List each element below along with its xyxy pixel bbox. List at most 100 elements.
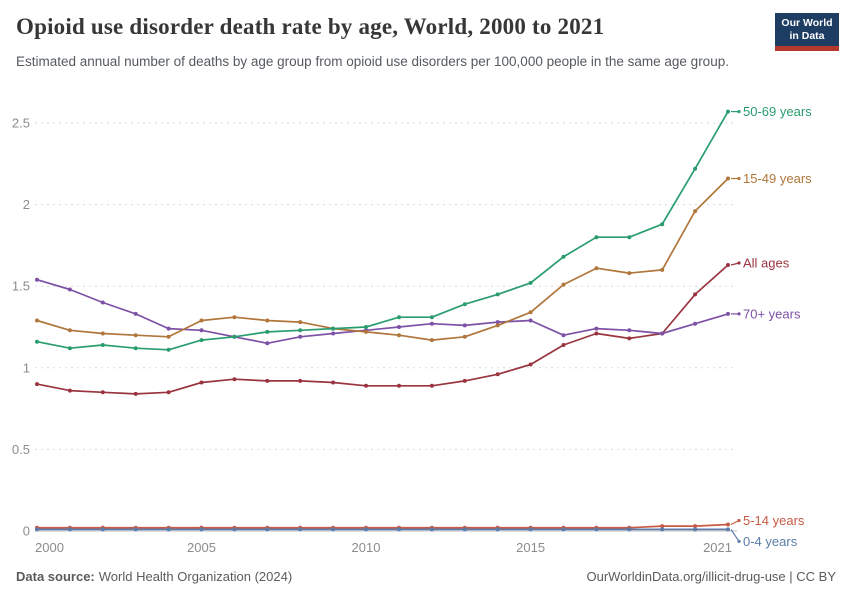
series-point-50-69-years-2001 [67,346,72,351]
series-point-all-ages-2004 [166,390,171,395]
series-point-all-ages-2002 [100,390,105,395]
series-line-all-ages [36,264,729,395]
series-point-0-4-years-2018 [627,527,632,532]
series-point-0-4-years-2014 [495,527,500,532]
series-point-70-years-2014 [495,320,500,325]
x-tick-2010: 2010 [352,540,381,555]
series-point-all-ages-2018 [627,336,632,341]
series-point-70-years-2012 [429,321,434,326]
series-point-50-69-years-2016 [561,254,566,259]
series-point-70-years-2005 [199,328,204,333]
series-point-70-years-2008 [298,334,303,339]
series-point-70-years-2007 [265,341,270,346]
series-point-50-69-years-2019 [660,222,665,227]
label-connector-dot-all-ages [737,261,741,265]
series-point-50-69-years-2013 [462,302,467,307]
series-point-70-years-2003 [133,311,138,316]
chart-footer: Data source: World Health Organization (2… [16,569,836,584]
series-point-0-4-years-2001 [67,527,72,532]
series-point-all-ages-2013 [462,378,467,383]
series-point-15-49-years-2013 [462,334,467,339]
series-point-0-4-years-2012 [429,527,434,532]
series-point-all-ages-2020 [693,292,698,297]
series-point-15-49-years-2002 [100,331,105,336]
series-point-70-years-2001 [67,287,72,292]
series-point-50-69-years-2010 [364,325,368,329]
series-point-50-69-years-2004 [166,347,171,352]
series-point-50-69-years-2007 [265,329,270,334]
series-point-15-49-years-2020 [693,209,698,214]
series-label-5-14-years: 5-14 years [743,513,805,528]
series-point-50-69-years-2000 [35,339,39,344]
owid-logo[interactable]: Our World in Data [775,13,839,51]
series-point-all-ages-2006 [232,377,237,382]
series-point-70-years-2020 [693,321,698,326]
label-connector-dot-50-69-years [737,110,741,114]
series-point-15-49-years-2006 [232,315,237,320]
credit-link[interactable]: OurWorldinData.org/illicit-drug-use | CC… [586,569,837,584]
series-point-15-49-years-2001 [67,328,72,333]
series-point-0-4-years-2013 [462,527,467,532]
series-point-15-49-years-2017 [594,266,599,271]
series-label-50-69-years: 50-69 years [743,104,812,119]
page-title: Opioid use disorder death rate by age, W… [16,14,605,39]
series-point-50-69-years-2006 [232,334,237,339]
series-point-0-4-years-2017 [594,527,599,532]
series-point-5-14-years-2020 [693,524,698,529]
series-point-0-4-years-2000 [35,527,39,532]
series-point-all-ages-2007 [265,378,270,383]
series-point-15-49-years-2012 [429,338,434,343]
series-point-0-4-years-2020 [693,527,698,532]
series-point-all-ages-2017 [594,331,599,336]
series-point-all-ages-2016 [561,343,566,347]
series-point-all-ages-2001 [67,388,72,393]
series-point-15-49-years-2003 [133,333,138,338]
series-point-all-ages-2003 [133,391,138,396]
series-point-all-ages-2015 [528,362,533,367]
y-tick-0: 0 [23,524,30,539]
series-point-70-years-2016 [561,333,566,338]
series-point-all-ages-2014 [495,372,500,377]
owid-logo-accent-bar [775,46,839,51]
series-point-all-ages-2012 [429,383,434,388]
series-label-70-years: 70+ years [743,306,801,321]
series-label-15-49-years: 15-49 years [743,171,812,186]
series-point-70-years-2013 [462,323,467,328]
owid-logo-line2: in Data [789,30,825,42]
series-point-70-years-2019 [660,331,665,336]
series-line-15-49-years [36,177,729,341]
series-point-0-4-years-2019 [660,527,665,532]
series-label-all-ages: All ages [743,256,790,271]
series-point-50-69-years-2014 [495,292,500,297]
label-connector-dot-5-14-years [737,518,741,523]
series-point-0-4-years-2003 [133,527,138,532]
series-point-50-69-years-2002 [100,343,105,347]
y-tick-2: 2 [23,197,30,212]
series-point-70-years-2002 [100,300,105,305]
series-point-15-49-years-2015 [528,310,533,315]
series-point-50-69-years-2018 [627,235,632,240]
series-point-all-ages-2008 [298,378,303,383]
label-connector-dot-15-49-years [737,176,741,181]
data-source-value: World Health Organization (2024) [98,569,293,584]
series-point-0-4-years-2007 [265,527,270,532]
y-tick-0.5: 0.5 [12,442,30,457]
series-point-50-69-years-2021 [726,109,730,114]
series-point-70-years-2015 [528,318,533,323]
series-point-70-years-2000 [35,277,39,282]
series-point-50-69-years-2011 [397,315,401,320]
owid-logo-line1: Our World [781,17,833,29]
x-tick-2021: 2021 [703,540,732,555]
series-point-15-49-years-2016 [561,282,566,287]
series-point-15-49-years-2019 [660,267,665,272]
series-point-all-ages-2000 [35,382,39,387]
label-connector-dot-0-4-years [737,539,741,544]
series-point-15-49-years-2018 [627,271,632,276]
series-point-15-49-years-2007 [265,318,270,323]
series-point-70-years-2018 [627,328,632,333]
series-point-15-49-years-2014 [495,323,500,328]
label-connector-0-4-years [730,529,740,542]
series-point-all-ages-2005 [199,380,204,385]
